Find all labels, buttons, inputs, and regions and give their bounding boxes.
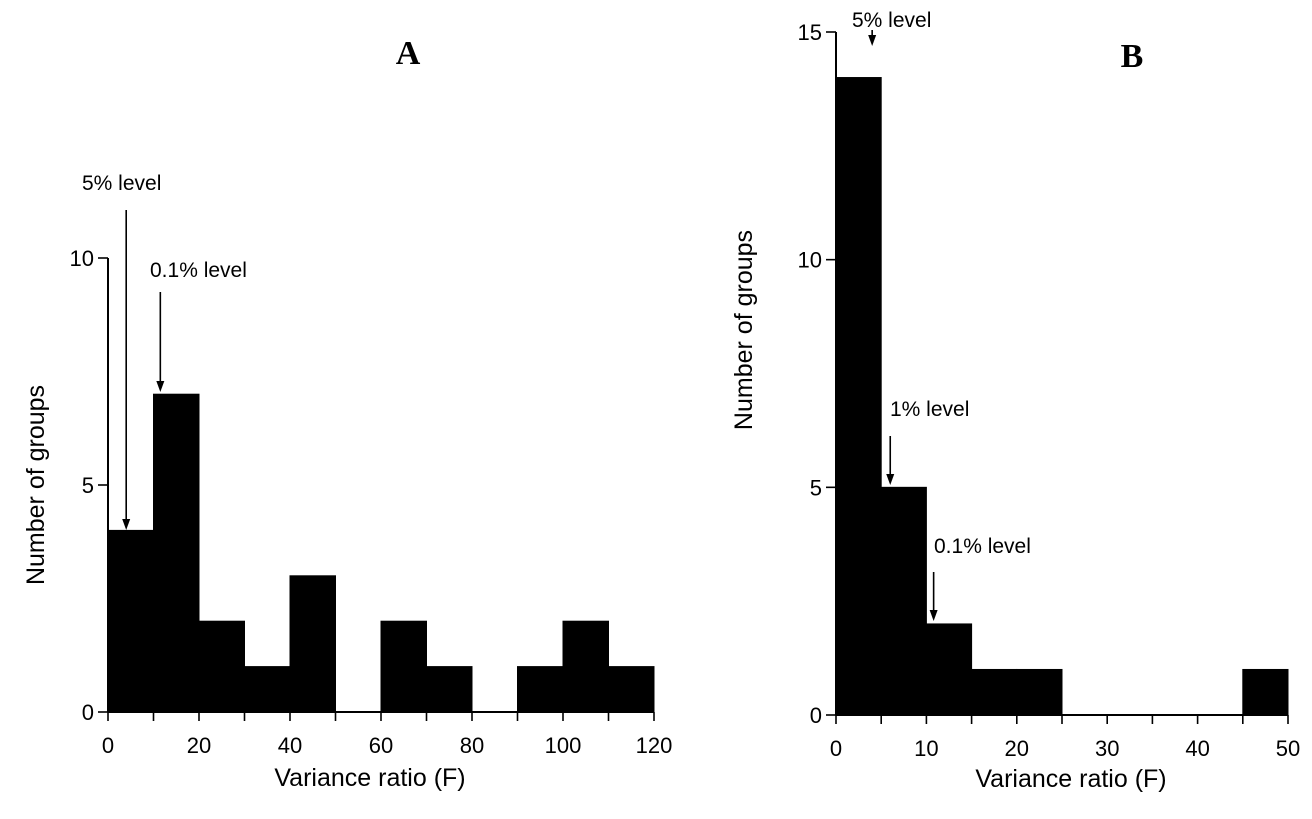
b-annotation-label: 5% level — [852, 9, 931, 32]
b-bar-0 — [835, 77, 882, 716]
b-x-tick-label: 30 — [1095, 736, 1119, 761]
a-bar-10 — [562, 620, 609, 713]
panel-b-histogram: 0 10 20 30 40 50 0 5 10 15 Variance ratio (F) Numbe… — [730, 9, 1300, 793]
a-x-tick-label: 40 — [278, 733, 302, 758]
a-bar-7 — [426, 666, 473, 713]
a-y-tick-label: 5 — [82, 473, 94, 498]
a-bar-4 — [289, 575, 336, 713]
b-x-tick-label: 10 — [914, 736, 938, 761]
b-bar-2 — [925, 623, 973, 716]
b-annotation-label: 0.1% level — [934, 535, 1031, 558]
a-x-tick-label: 100 — [545, 733, 582, 758]
a-annotation-arrow-head — [156, 381, 165, 392]
b-y-axis-title: Number of groups — [730, 230, 758, 430]
a-bar-0 — [107, 529, 154, 713]
a-bar-1 — [153, 393, 200, 713]
b-annotation-arrow-head — [868, 35, 877, 46]
a-x-tick-label: 120 — [636, 733, 673, 758]
b-bar-9 — [1242, 668, 1289, 716]
a-x-axis-title: Variance ratio (F) — [274, 764, 465, 792]
b-x-tick-label: 40 — [1185, 736, 1209, 761]
a-x-tick-label: 0 — [102, 733, 114, 758]
a-annotation-label: 0.1% level — [150, 259, 247, 282]
a-y-tick-label: 0 — [82, 700, 94, 725]
b-annotation-arrow-head — [929, 610, 938, 621]
b-y-tick-label: 15 — [798, 20, 822, 45]
a-x-tick-label: 80 — [460, 733, 484, 758]
a-annotation-arrow-head — [122, 519, 131, 530]
a-bar-9 — [517, 666, 564, 713]
a-bar-3 — [244, 666, 291, 713]
a-y-axis-title: Number of groups — [22, 385, 50, 585]
b-annotation-label: 1% level — [890, 398, 969, 421]
b-bar-4 — [1016, 668, 1063, 716]
b-annotation-arrow-head — [886, 474, 895, 485]
a-panel-letter: A — [396, 35, 421, 72]
panel-a-histogram: 0 20 40 60 80 100 120 0 5 10 Variance ratio (F) Num… — [22, 35, 672, 792]
a-annotation-label: 5% level — [82, 172, 161, 195]
b-bar-1 — [880, 486, 927, 716]
b-x-tick-label: 20 — [1005, 736, 1029, 761]
a-bar-6 — [380, 620, 427, 713]
b-y-tick-label: 5 — [810, 475, 822, 500]
a-bar-2 — [198, 620, 245, 713]
b-y-tick-label: 10 — [798, 248, 822, 273]
b-y-tick-label: 0 — [810, 703, 822, 728]
b-x-axis-title: Variance ratio (F) — [975, 765, 1166, 793]
a-bar-11 — [608, 666, 655, 713]
b-x-tick-label: 0 — [830, 736, 842, 761]
a-x-tick-label: 60 — [369, 733, 393, 758]
b-bar-3 — [971, 668, 1018, 716]
a-x-tick-label: 20 — [187, 733, 211, 758]
a-y-tick-label: 10 — [70, 246, 94, 271]
b-panel-letter: B — [1121, 38, 1144, 75]
b-x-tick-label: 50 — [1276, 736, 1300, 761]
